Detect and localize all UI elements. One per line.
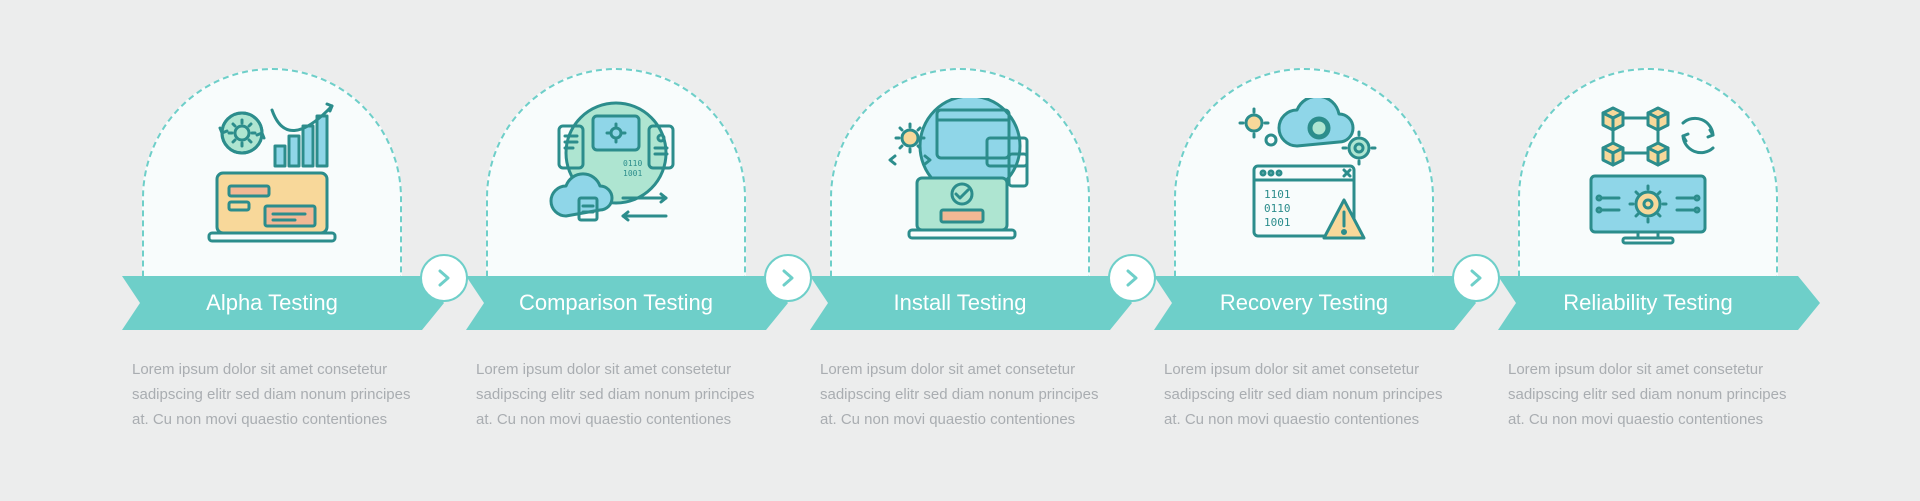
illustration-wrap [1518,68,1778,278]
step-desc: Lorem ipsum dolor sit amet consetetur sa… [1508,358,1788,432]
step-title: Comparison Testing [519,290,713,316]
step-recovery-testing: 1101 0110 1001 Recovery Testing Lorem ip… [1144,68,1464,432]
step-title: Recovery Testing [1220,290,1388,316]
illustration-wrap [830,68,1090,278]
illustration-wrap [142,68,402,278]
recovery-testing-icon: 1101 0110 1001 [1219,98,1389,248]
step-title: Reliability Testing [1563,290,1733,316]
reliability-testing-icon [1563,98,1733,248]
comparison-testing-icon: 0110 1001 [531,98,701,248]
ribbon: Alpha Testing [122,276,422,330]
ribbon: Install Testing [810,276,1110,330]
step-desc: Lorem ipsum dolor sit amet consetetur sa… [476,358,756,432]
illustration-wrap: 1101 0110 1001 [1174,68,1434,278]
svg-text:0110: 0110 [623,159,642,168]
step-reliability-testing: Reliability Testing Lorem ipsum dolor si… [1488,68,1808,432]
svg-text:1001: 1001 [623,169,642,178]
ribbon: Recovery Testing [1154,276,1454,330]
svg-text:1101: 1101 [1264,188,1291,201]
step-title: Install Testing [894,290,1027,316]
step-desc: Lorem ipsum dolor sit amet consetetur sa… [132,358,412,432]
ribbon: Reliability Testing [1498,276,1798,330]
illustration-wrap: 0110 1001 [486,68,746,278]
step-install-testing: Install Testing Lorem ipsum dolor sit am… [800,68,1120,432]
step-desc: Lorem ipsum dolor sit amet consetetur sa… [1164,358,1444,432]
svg-text:0110: 0110 [1264,202,1291,215]
step-comparison-testing: 0110 1001 Comparison Testing Lorem ipsum… [456,68,776,432]
alpha-testing-icon [187,98,357,248]
step-desc: Lorem ipsum dolor sit amet consetetur sa… [820,358,1100,432]
step-title: Alpha Testing [206,290,338,316]
ribbon: Comparison Testing [466,276,766,330]
svg-text:1001: 1001 [1264,216,1291,229]
install-testing-icon [875,98,1045,248]
infographic-row: Alpha Testing Lorem ipsum dolor sit amet… [40,68,1880,432]
step-alpha-testing: Alpha Testing Lorem ipsum dolor sit amet… [112,68,432,432]
